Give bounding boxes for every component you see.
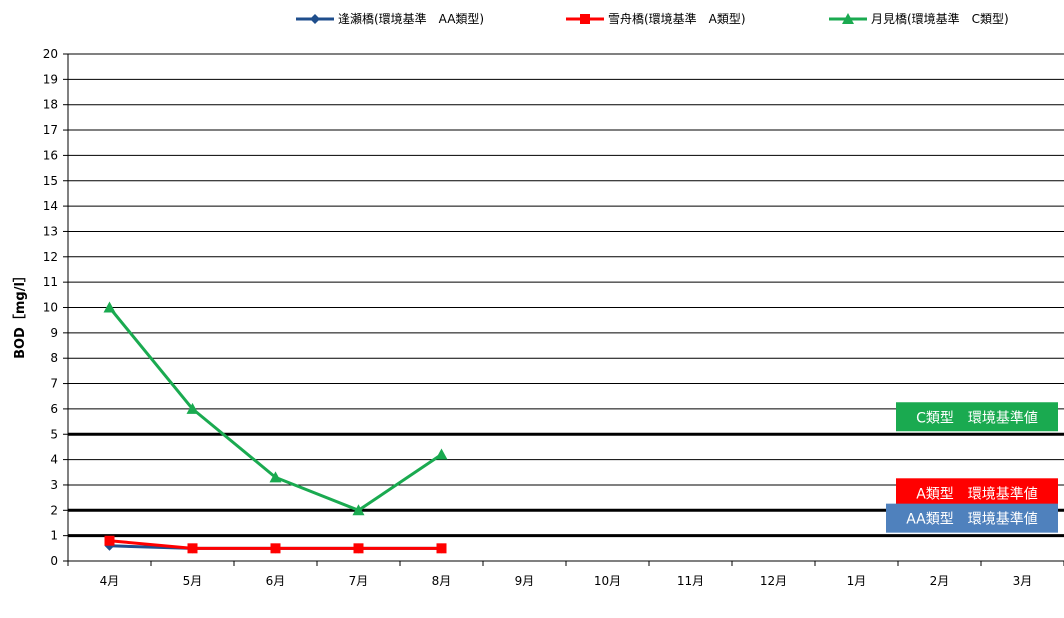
data-point bbox=[269, 471, 282, 483]
y-tick-label: 12 bbox=[43, 250, 58, 264]
x-tick-label: 4月 bbox=[100, 574, 120, 588]
y-tick-label: 16 bbox=[43, 148, 58, 162]
series-2 bbox=[103, 301, 448, 516]
legend-item: 逢瀬橋(環境基準 AA類型) bbox=[296, 11, 484, 26]
y-tick-label: 13 bbox=[43, 224, 58, 238]
reference-lines: C類型 環境基準値 A類型 環境基準値 AA類型 環境基準値 bbox=[68, 402, 1064, 538]
series-1 bbox=[104, 535, 447, 554]
series-group bbox=[103, 301, 448, 554]
y-axis-label: BOD［mg/l］ bbox=[12, 269, 28, 359]
x-tick-label: 9月 bbox=[515, 574, 535, 588]
x-tick-label: 5月 bbox=[183, 574, 203, 588]
y-tick-label: 9 bbox=[50, 326, 58, 340]
x-tick-label: 2月 bbox=[930, 574, 950, 588]
legend-label: 月見橋(環境基準 C類型) bbox=[871, 11, 1009, 26]
x-tick-label: 10月 bbox=[594, 574, 621, 588]
y-tick-label: 5 bbox=[50, 427, 58, 441]
reference-label: AA類型 環境基準値 bbox=[906, 511, 1038, 528]
data-point bbox=[435, 448, 448, 460]
y-tick-label: 15 bbox=[43, 174, 58, 188]
reference-label: C類型 環境基準値 bbox=[916, 409, 1038, 426]
y-tick-label: 10 bbox=[43, 301, 58, 315]
data-point bbox=[270, 543, 281, 554]
legend-marker bbox=[842, 13, 854, 24]
y-tick-label: 8 bbox=[50, 351, 58, 365]
legend-item: 雪舟橋(環境基準 A類型) bbox=[566, 11, 746, 26]
y-tick-label: 0 bbox=[50, 554, 58, 568]
data-point bbox=[352, 504, 365, 516]
legend-item: 月見橋(環境基準 C類型) bbox=[829, 11, 1009, 26]
reference-label-box bbox=[896, 478, 1058, 508]
legend-marker bbox=[580, 14, 590, 24]
x-tick-label: 3月 bbox=[1013, 574, 1033, 588]
data-point bbox=[186, 402, 199, 414]
y-tick-label: 2 bbox=[50, 503, 58, 517]
legend: 逢瀬橋(環境基準 AA類型) 雪舟橋(環境基準 A類型) 月見橋(環境基準 C類型) bbox=[296, 11, 1009, 26]
y-tick-label: 11 bbox=[43, 275, 58, 289]
legend-label: 逢瀬橋(環境基準 AA類型) bbox=[338, 11, 484, 26]
y-tick-label: 1 bbox=[50, 529, 58, 543]
data-point bbox=[104, 535, 115, 546]
y-tick-label: 14 bbox=[43, 199, 58, 213]
y-tick-label: 4 bbox=[50, 453, 58, 467]
x-tick-label: 7月 bbox=[349, 574, 369, 588]
data-point bbox=[436, 543, 447, 554]
x-tick-label: 6月 bbox=[266, 574, 286, 588]
y-tick-label: 19 bbox=[43, 72, 58, 86]
x-tick-label: 11月 bbox=[677, 574, 704, 588]
y-tick-label: 17 bbox=[43, 123, 58, 137]
x-tick-label: 8月 bbox=[432, 574, 452, 588]
y-tick-label: 20 bbox=[43, 47, 58, 61]
y-tick-label: 18 bbox=[43, 98, 58, 112]
legend-marker bbox=[310, 14, 320, 24]
legend-label: 雪舟橋(環境基準 A類型) bbox=[608, 11, 746, 26]
y-tick-label: 6 bbox=[50, 402, 58, 416]
y-tick-label: 7 bbox=[50, 377, 58, 391]
x-tick-label: 12月 bbox=[760, 574, 787, 588]
x-axis-ticks: 4月 5月 6月 7月 8月 9月 10月 11月 12月 1月 2月 3月 bbox=[67, 561, 1064, 588]
data-point bbox=[187, 543, 198, 554]
reference-label-box bbox=[886, 503, 1058, 533]
reference-label-box bbox=[896, 402, 1058, 432]
data-point bbox=[353, 543, 364, 554]
x-tick-label: 1月 bbox=[847, 574, 867, 588]
reference-label: A類型 環境基準値 bbox=[916, 485, 1038, 502]
data-point bbox=[103, 301, 116, 313]
y-tick-label: 3 bbox=[50, 478, 58, 492]
